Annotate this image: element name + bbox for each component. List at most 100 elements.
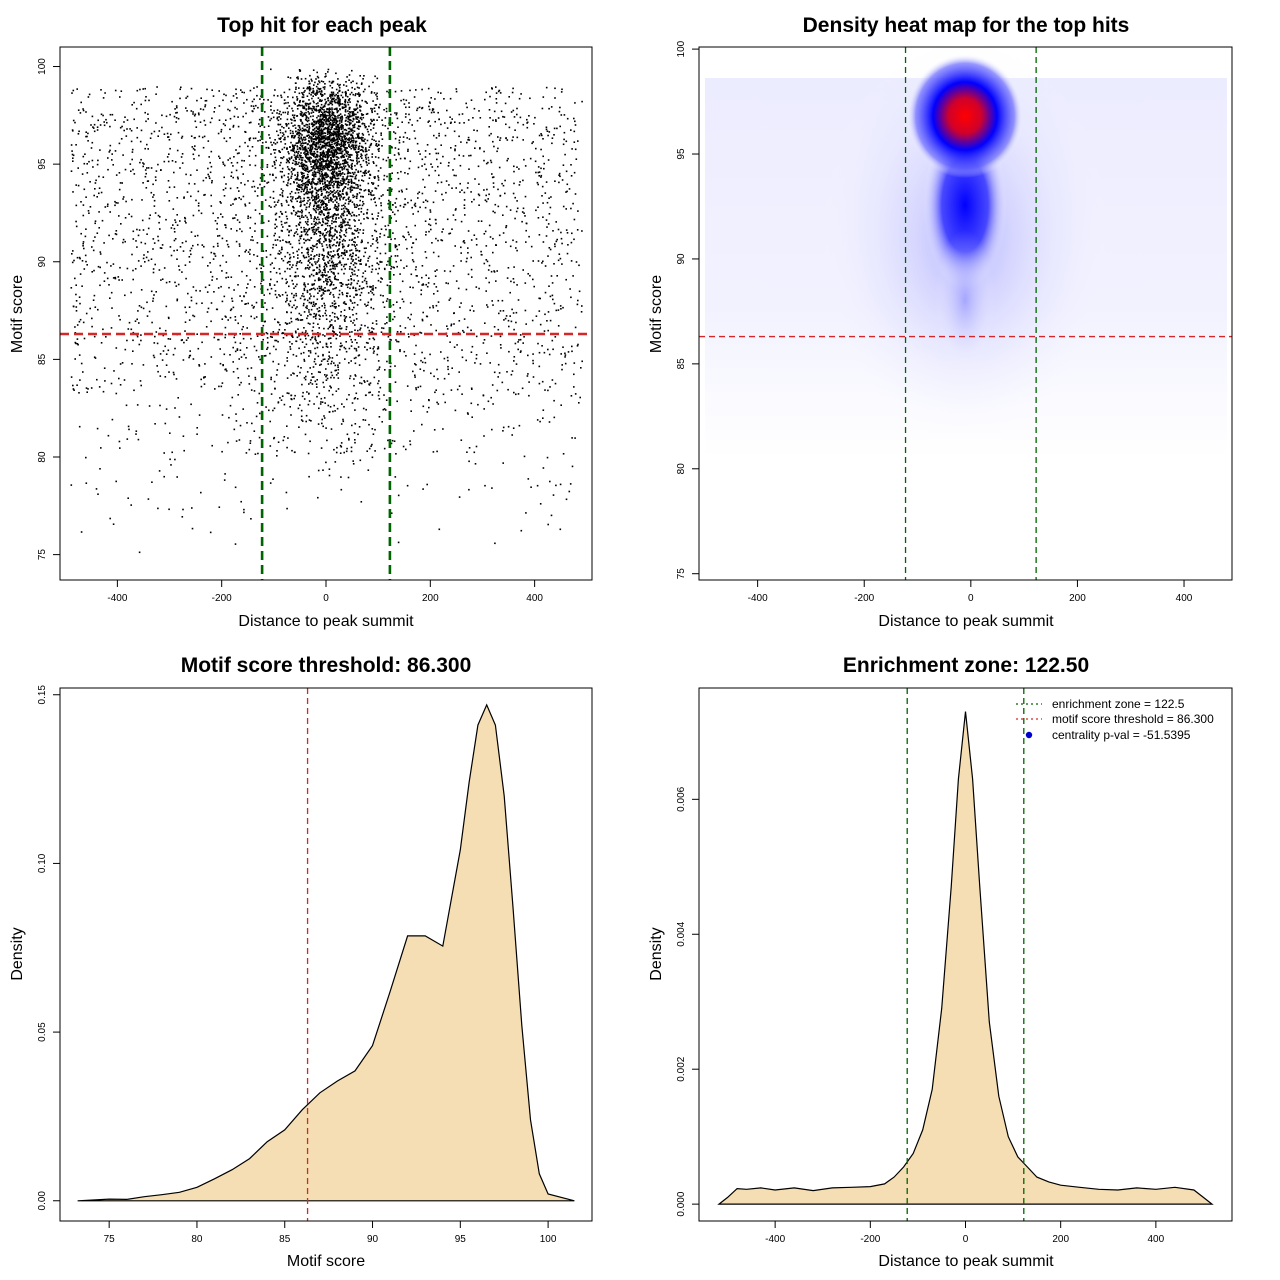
- scatter-point: [342, 143, 345, 145]
- scatter-point: [502, 426, 505, 429]
- scatter-point: [306, 126, 308, 129]
- scatter-point: [342, 253, 345, 255]
- scatter-point: [296, 99, 298, 101]
- scatter-point: [338, 305, 340, 307]
- scatter-point: [332, 112, 335, 114]
- scatter-point: [490, 396, 492, 399]
- scatter-point: [422, 178, 424, 181]
- scatter-point: [405, 448, 407, 451]
- scatter-point: [295, 340, 298, 343]
- scatter-point: [350, 178, 353, 181]
- scatter-point: [354, 287, 357, 290]
- scatter-point: [428, 153, 431, 155]
- scatter-point: [353, 130, 356, 132]
- scatter-point: [319, 143, 322, 146]
- scatter-point: [337, 184, 340, 186]
- scatter-point: [299, 148, 302, 150]
- scatter-point: [109, 144, 112, 147]
- scatter-point: [355, 356, 357, 359]
- scatter-point: [335, 168, 338, 170]
- scatter-point: [170, 464, 172, 466]
- scatter-point: [492, 182, 495, 184]
- scatter-point: [136, 89, 139, 92]
- scatter-point: [365, 153, 368, 156]
- scatter-point: [417, 166, 420, 169]
- scatter-point: [336, 265, 338, 268]
- scatter-point: [229, 109, 231, 112]
- scatter-point: [352, 137, 354, 139]
- scatter-point: [320, 187, 322, 189]
- scatter-point: [217, 132, 220, 135]
- scatter-point: [437, 91, 439, 94]
- scatter-point: [89, 181, 91, 183]
- scatter-point: [319, 148, 322, 151]
- scatter-point: [317, 292, 319, 294]
- scatter-point: [325, 345, 328, 348]
- scatter-point: [337, 102, 339, 104]
- scatter-point: [335, 245, 337, 247]
- scatter-point: [334, 278, 336, 280]
- scatter-point: [76, 384, 78, 386]
- scatter-point: [274, 213, 277, 216]
- scatter-point: [155, 331, 158, 333]
- scatter-point: [266, 164, 269, 166]
- scatter-point: [269, 119, 271, 122]
- scatter-point: [284, 270, 286, 273]
- scatter-point: [259, 183, 261, 186]
- scatter-point: [322, 274, 324, 277]
- scatter-point: [440, 239, 442, 241]
- scatter-point: [532, 278, 534, 281]
- scatter-point: [348, 181, 351, 184]
- scatter-point: [341, 240, 344, 242]
- scatter-point: [345, 168, 348, 171]
- scatter-point: [428, 277, 430, 279]
- scatter-point: [344, 165, 347, 167]
- scatter-point: [191, 507, 193, 509]
- scatter-point: [336, 231, 338, 233]
- scatter-point: [290, 175, 293, 178]
- scatter-point: [353, 306, 355, 309]
- scatter-point: [292, 96, 294, 99]
- scatter-point: [316, 395, 318, 398]
- scatter-point: [312, 159, 314, 162]
- scatter-point: [365, 282, 368, 285]
- scatter-point: [325, 101, 328, 103]
- scatter-point: [548, 197, 550, 199]
- scatter-point: [308, 127, 311, 129]
- scatter-point: [335, 263, 337, 266]
- scatter-point: [468, 139, 471, 141]
- scatter-point: [317, 76, 320, 79]
- scatter-point: [547, 348, 549, 351]
- scatter-point: [435, 222, 437, 225]
- scatter-point: [421, 319, 424, 322]
- scatter-point: [513, 328, 515, 331]
- scatter-point: [315, 198, 318, 201]
- scatter-point: [315, 314, 317, 317]
- scatter-point: [378, 197, 381, 200]
- scatter-point: [225, 370, 228, 372]
- scatter-point: [374, 201, 376, 204]
- scatter-point: [130, 140, 133, 143]
- scatter-point: [346, 134, 349, 136]
- scatter-point: [355, 174, 358, 177]
- scatter-point: [212, 212, 214, 215]
- scatter-point: [330, 261, 333, 264]
- scatter-point: [326, 274, 328, 277]
- scatter-point: [438, 135, 440, 137]
- scatter-point: [544, 389, 546, 391]
- scatter-point: [325, 184, 327, 186]
- scatter-point: [331, 191, 334, 193]
- scatter-point: [334, 115, 336, 117]
- scatter-point: [339, 117, 342, 120]
- scatter-point: [356, 154, 359, 156]
- scatter-point: [351, 239, 353, 241]
- scatter-point: [361, 149, 364, 152]
- scatter-point: [449, 270, 452, 273]
- scatter-point: [350, 122, 352, 124]
- scatter-point: [311, 80, 313, 82]
- scatter-point: [489, 95, 491, 98]
- scatter-point: [334, 121, 336, 123]
- scatter-point: [328, 208, 330, 211]
- scatter-point: [322, 116, 325, 118]
